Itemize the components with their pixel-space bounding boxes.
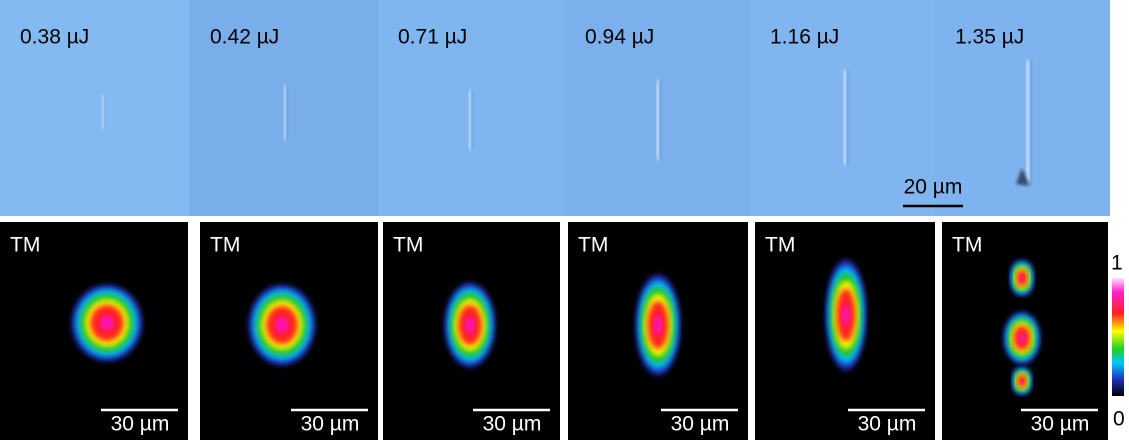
mode-intensity	[275, 317, 288, 333]
energy-label: 0.71 µJ	[398, 26, 467, 49]
damage-track	[284, 85, 287, 140]
scale-label: 30 µm	[671, 413, 730, 436]
energy-label: 0.42 µJ	[210, 26, 279, 49]
damage-track	[1026, 60, 1030, 185]
mode-label: TM	[765, 234, 795, 257]
scale-label: 30 µm	[301, 413, 360, 436]
energy-label: 1.16 µJ	[770, 26, 839, 49]
damage-track	[844, 70, 847, 165]
mode-intensity	[654, 315, 663, 335]
colorbar	[1112, 278, 1124, 396]
mode-intensity	[465, 317, 475, 334]
scale-label: 30 µm	[1031, 413, 1090, 436]
mode-intensity	[842, 304, 850, 326]
damage-track	[657, 80, 660, 160]
figure: 1 0 0.38 µJ TM 30 µm 0.42 µJ TM 30 µm 0.71 µJ T…	[0, 0, 1129, 440]
energy-label: 1.35 µJ	[955, 26, 1024, 49]
damage-track-shadow	[286, 85, 288, 140]
scale-label: 30 µm	[483, 413, 542, 436]
scale-label: 30 µm	[858, 413, 917, 436]
damage-track	[469, 90, 472, 150]
mode-intensity	[1020, 378, 1024, 384]
mode-label: TM	[393, 234, 423, 257]
damage-track-shadow	[660, 80, 662, 160]
mode-intensity	[1018, 333, 1025, 343]
colorbar-min-label: 0	[1113, 408, 1125, 431]
mode-intensity	[1020, 274, 1025, 281]
mode-label: TM	[952, 234, 982, 257]
colorbar-max-label: 1	[1111, 252, 1123, 275]
damage-track	[102, 95, 104, 130]
mode-label: TM	[10, 234, 40, 257]
energy-label: 0.38 µJ	[20, 26, 89, 49]
top-scale-label: 20 µm	[904, 176, 963, 199]
mode-intensity	[100, 315, 114, 330]
mode-label: TM	[210, 234, 240, 257]
damage-track-shadow	[847, 70, 849, 165]
damage-track-shadow	[471, 90, 473, 150]
mode-label: TM	[578, 234, 608, 257]
damage-track-shadow	[104, 95, 105, 130]
damage-track-shadow	[1030, 60, 1032, 185]
energy-label: 0.94 µJ	[585, 26, 654, 49]
scale-label: 30 µm	[111, 413, 170, 436]
